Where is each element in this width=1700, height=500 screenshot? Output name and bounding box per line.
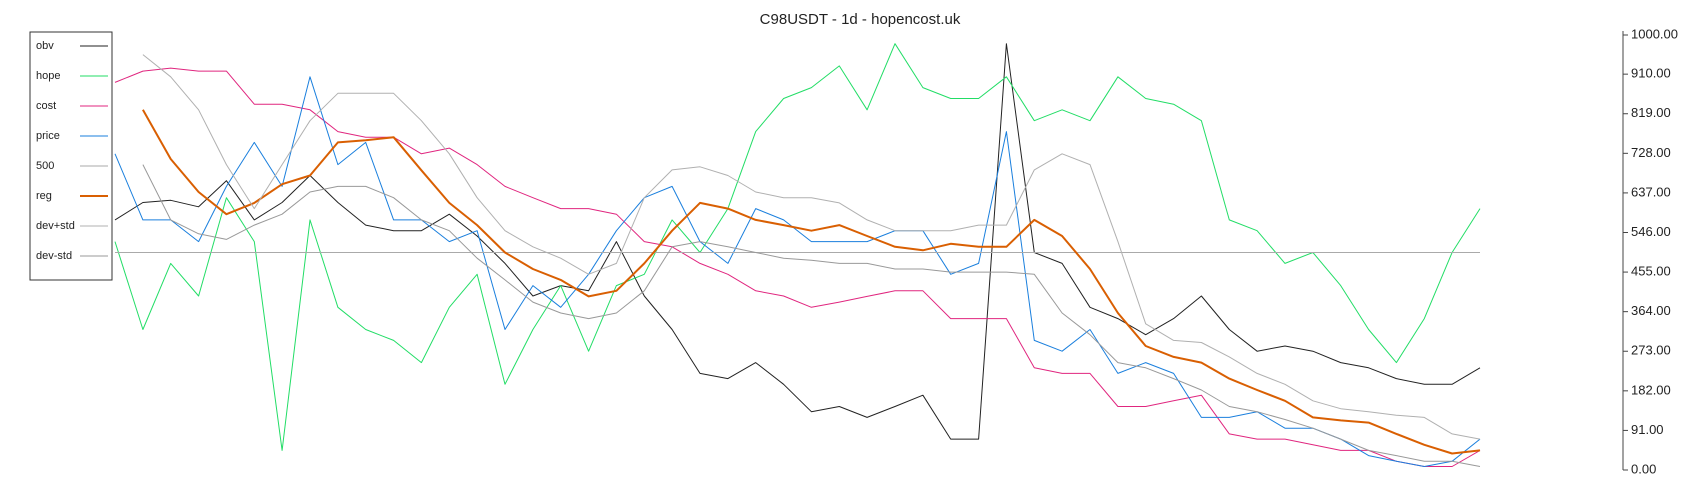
y-tick-label: 455.00: [1631, 264, 1671, 279]
y-tick-label: 637.00: [1631, 184, 1671, 199]
y-tick-label: 273.00: [1631, 343, 1671, 358]
y-tick-label: 819.00: [1631, 105, 1671, 120]
y-tick-label: 1000.00: [1631, 26, 1678, 41]
legend-label: cost: [36, 100, 56, 112]
series-line: [114, 43, 1481, 440]
series-line: [114, 76, 1481, 467]
series-line: [142, 54, 1481, 440]
series-line: [114, 43, 1481, 451]
y-tick-label: 546.00: [1631, 224, 1671, 239]
series-line: [142, 109, 1481, 455]
legend-box: [29, 31, 113, 281]
y-tick-label: 91.00: [1631, 422, 1664, 437]
legend-label: obv: [36, 40, 54, 52]
y-tick-label: 0.00: [1631, 461, 1656, 476]
legend-label: dev-std: [36, 250, 72, 262]
y-tick-label: 910.00: [1631, 66, 1671, 81]
legend-label: reg: [36, 190, 52, 202]
y-tick-label: 182.00: [1631, 382, 1671, 397]
y-tick-label: 728.00: [1631, 145, 1671, 160]
y-tick-label: 364.00: [1631, 303, 1671, 318]
chart-title: C98USDT - 1d - hopencost.uk: [760, 11, 961, 28]
legend-label: hope: [36, 70, 60, 82]
legend-label: price: [36, 130, 60, 142]
series-line: [142, 164, 1481, 467]
series-line: [114, 67, 1481, 467]
legend-label: 500: [36, 160, 54, 172]
legend-label: dev+std: [36, 220, 75, 232]
